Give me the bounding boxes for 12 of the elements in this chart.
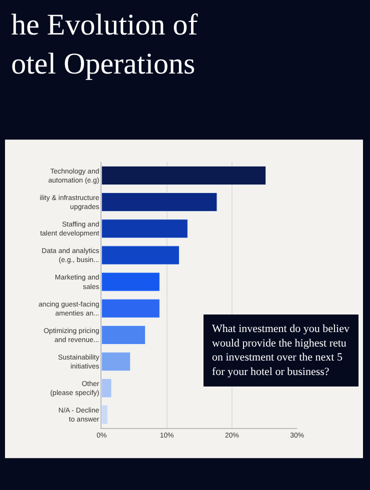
bar: [102, 352, 131, 372]
bar: [102, 272, 160, 292]
bar: [102, 298, 160, 318]
bar: [102, 219, 188, 238]
bar: [102, 405, 108, 424]
bar: [102, 192, 218, 212]
bar: [102, 166, 266, 186]
bar: [102, 378, 112, 398]
chart-title: he Evolution of otel Operations: [11, 8, 198, 80]
bar: [102, 325, 146, 345]
bar: [102, 246, 180, 265]
annotation: What investment do you believ would provide the highest retu on investment over the next 5 for your hotel or business?: [212, 323, 350, 378]
